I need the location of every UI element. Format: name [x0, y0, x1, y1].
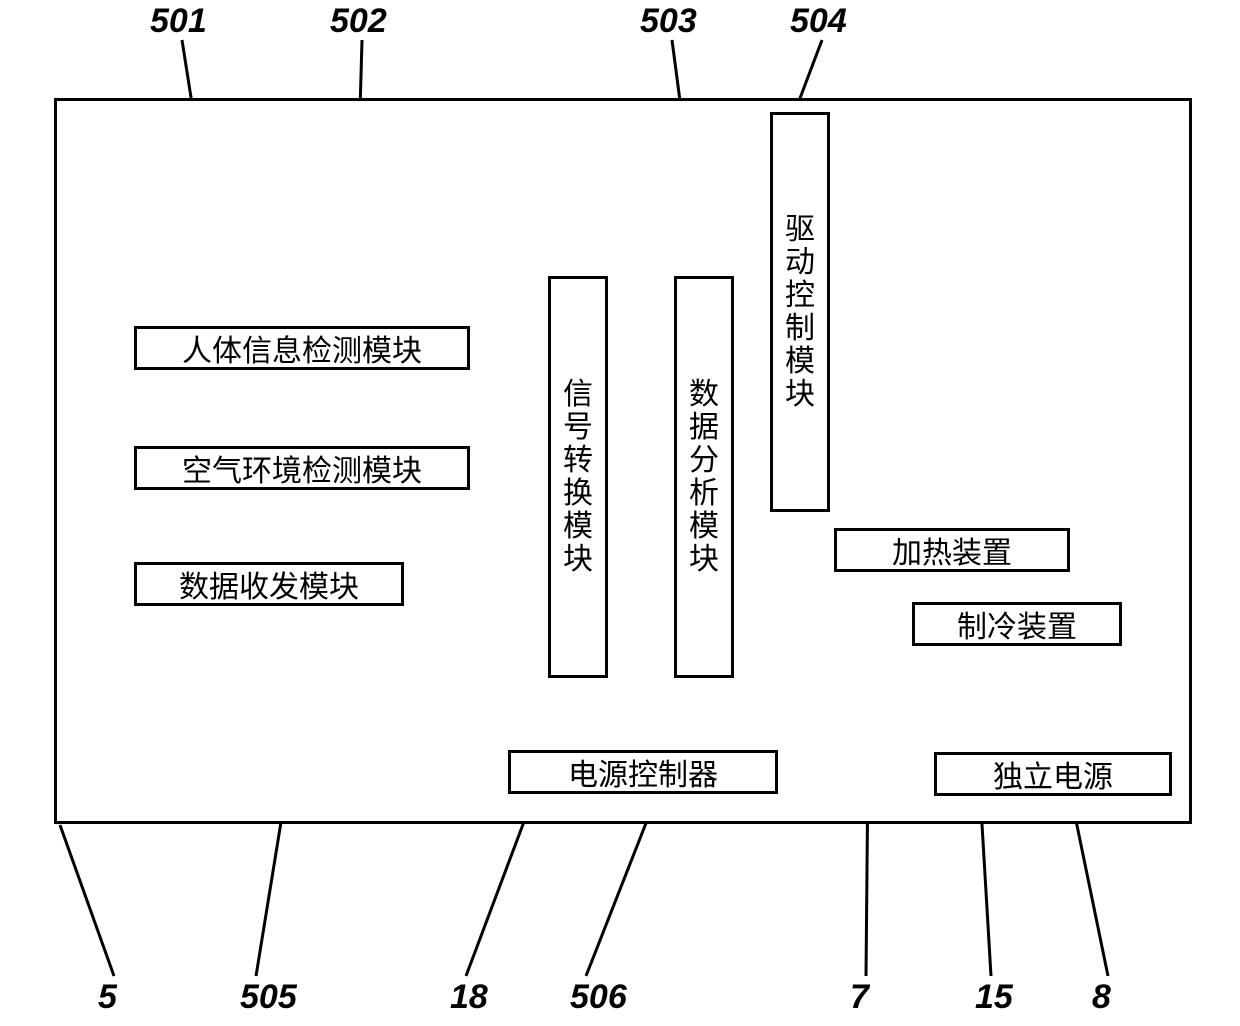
box-drive-ctrl: 驱动控制模块	[770, 112, 830, 512]
box-cooling-label: 制冷装置	[957, 602, 1077, 646]
box-indep-power-label: 独立电源	[993, 752, 1113, 796]
box-cooling: 制冷装置	[912, 602, 1122, 646]
box-air-env-label: 空气环境检测模块	[182, 446, 422, 490]
ref-label-501: 501	[150, 2, 207, 41]
ref-label-18: 18	[450, 978, 488, 1017]
ref-label-15: 15	[975, 978, 1013, 1017]
box-signal-conv: 信号转换模块	[548, 276, 608, 678]
box-data-txrx: 数据收发模块	[134, 562, 404, 606]
ref-label-502: 502	[330, 2, 387, 41]
box-power-ctrl: 电源控制器	[508, 750, 778, 794]
box-body-info: 人体信息检测模块	[134, 326, 470, 370]
box-air-env: 空气环境检测模块	[134, 446, 470, 490]
box-heating: 加热装置	[834, 528, 1070, 572]
ref-label-506: 506	[570, 978, 627, 1017]
box-body-info-label: 人体信息检测模块	[182, 326, 422, 370]
box-data-analysis: 数据分析模块	[674, 276, 734, 678]
ref-label-503: 503	[640, 2, 697, 41]
ref-label-504: 504	[790, 2, 847, 41]
ref-label-7: 7	[850, 978, 869, 1017]
ref-label-8: 8	[1092, 978, 1111, 1017]
ref-label-5: 5	[98, 978, 117, 1017]
ref-label-505: 505	[240, 978, 297, 1017]
box-heating-label: 加热装置	[892, 528, 1012, 572]
box-indep-power: 独立电源	[934, 752, 1172, 796]
box-power-ctrl-label: 电源控制器	[568, 750, 718, 794]
box-data-txrx-label: 数据收发模块	[179, 562, 359, 606]
